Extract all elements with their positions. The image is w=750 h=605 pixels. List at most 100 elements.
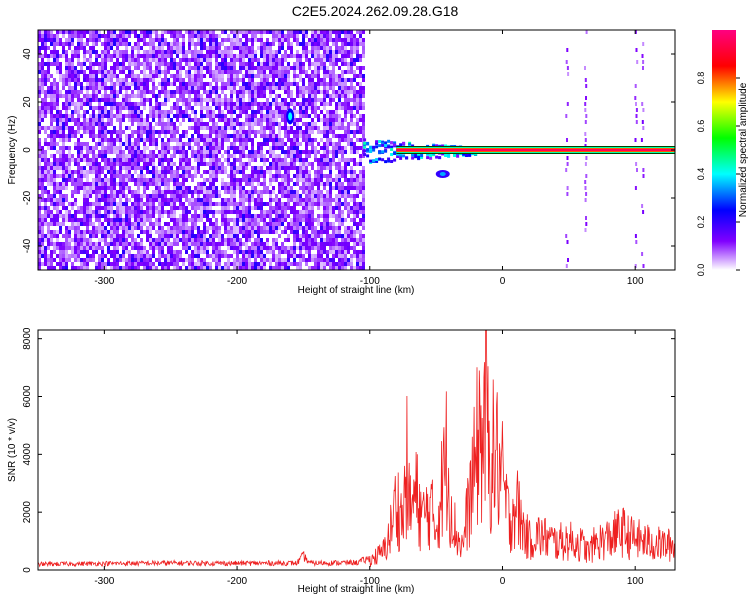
spectrogram-cell [41, 254, 44, 258]
spectrogram-cell [224, 170, 227, 174]
spectrogram-cell [164, 194, 167, 198]
spectrogram-cell [185, 238, 188, 242]
spectrogram-cell [254, 38, 257, 42]
spectrogram-cell [92, 122, 95, 126]
spectrogram-cell [107, 162, 110, 166]
spectrogram-cell [50, 122, 53, 126]
spectrogram-cell [239, 258, 242, 262]
spectrogram-cell [272, 114, 275, 118]
spectrogram-cell [143, 218, 146, 222]
spectrogram-cell [89, 38, 92, 42]
spectrogram-cell [140, 174, 143, 178]
spectrogram-cell [326, 214, 329, 218]
spectrogram-cell [149, 150, 152, 154]
spectrogram-cell [215, 170, 218, 174]
spectrogram-cell [176, 118, 179, 122]
spectrogram-cell [86, 82, 89, 86]
spectrogram-cell [164, 230, 167, 234]
spectrogram-cell [83, 98, 86, 102]
spectrogram-cell [50, 230, 53, 234]
spectrogram-cell [200, 74, 203, 78]
spectrogram-cell [161, 38, 164, 42]
spectrogram-cell [158, 50, 161, 54]
spectrogram-cell [179, 226, 182, 230]
spectrogram-cell [347, 134, 350, 138]
spectrogram-cell [134, 218, 137, 222]
spectrogram-cell [137, 178, 140, 182]
spectrogram-cell [311, 42, 314, 46]
spectrogram-cell [293, 146, 296, 150]
spectrogram-cell [110, 166, 113, 170]
spectrogram-cell [68, 30, 71, 34]
spectrogram-cell [47, 30, 50, 34]
spectrogram-cell [167, 94, 170, 98]
spectrogram-cell [323, 250, 326, 254]
spectrogram-cell [113, 114, 116, 118]
spectrogram-cell [62, 186, 65, 190]
spectrogram-cell [71, 54, 74, 58]
spectrogram-cell [206, 162, 209, 166]
spectrogram-cell [296, 94, 299, 98]
spectrogram-cell [320, 190, 323, 194]
spectrogram-cell [134, 146, 137, 150]
spectrogram-cell [293, 262, 296, 266]
spectrogram-cell [188, 238, 191, 242]
spectrogram-cell [338, 90, 341, 94]
spectrogram-cell [344, 42, 347, 46]
spectrogram-cell [197, 122, 200, 126]
spectrogram-cell [155, 94, 158, 98]
spectrogram-cell [341, 78, 344, 82]
spectrogram-cell [191, 230, 194, 234]
spectrogram-cell [107, 94, 110, 98]
spectrogram-cell [314, 182, 317, 186]
spectrogram-cell [155, 138, 158, 142]
spectrogram-cell [122, 98, 125, 102]
spectrogram-cell [188, 34, 191, 38]
spectrogram-cell [152, 110, 155, 114]
spectrogram-cell [329, 126, 332, 130]
spectrogram-cell [95, 54, 98, 58]
spectrogram-cell [77, 258, 80, 262]
spectrogram-cell [68, 118, 71, 122]
spectrogram-cell [86, 86, 89, 90]
spectrogram-cell [263, 214, 266, 218]
spectrogram-cell [248, 206, 251, 210]
spectrogram-cell [320, 54, 323, 58]
spectrogram-cell [95, 198, 98, 202]
spectrogram-cell [254, 130, 257, 134]
spectrogram-cell [47, 102, 50, 106]
spectrogram-cell [266, 150, 269, 154]
spectrogram-cell [50, 254, 53, 258]
spectrogram-cell [194, 102, 197, 106]
spectrogram-cell [230, 134, 233, 138]
spectrogram-cell [41, 62, 44, 66]
spectrogram-cell [215, 98, 218, 102]
spectrogram-cell [50, 98, 53, 102]
spectrogram-cell [50, 118, 53, 122]
spectrogram-cell [191, 30, 194, 34]
spectrogram-cell [50, 62, 53, 66]
spectrogram-cell [323, 198, 326, 202]
spectrogram-cell [134, 94, 137, 98]
spectrogram-cell [107, 50, 110, 54]
spectrogram-cell [128, 102, 131, 106]
spectrogram-cell [137, 234, 140, 238]
spectrogram-cell [182, 154, 185, 158]
spectrogram-cell [89, 102, 92, 106]
spectrogram-cell [44, 50, 47, 54]
spectrogram-cell [101, 70, 104, 74]
spectrogram-cell [86, 202, 89, 206]
spectrogram-cell [248, 254, 251, 258]
spectrogram-cell [149, 34, 152, 38]
spectrogram-cell [56, 86, 59, 90]
spectrogram-cell [77, 90, 80, 94]
spectrogram-cell [107, 146, 110, 150]
spectrogram-cell [89, 82, 92, 86]
spectrogram-cell [299, 130, 302, 134]
spectrogram-cell [308, 154, 311, 158]
spectrogram-cell [308, 98, 311, 102]
spectrogram-cell [155, 186, 158, 190]
spectrogram-cell [305, 126, 308, 130]
spectrogram-cell [263, 142, 266, 146]
